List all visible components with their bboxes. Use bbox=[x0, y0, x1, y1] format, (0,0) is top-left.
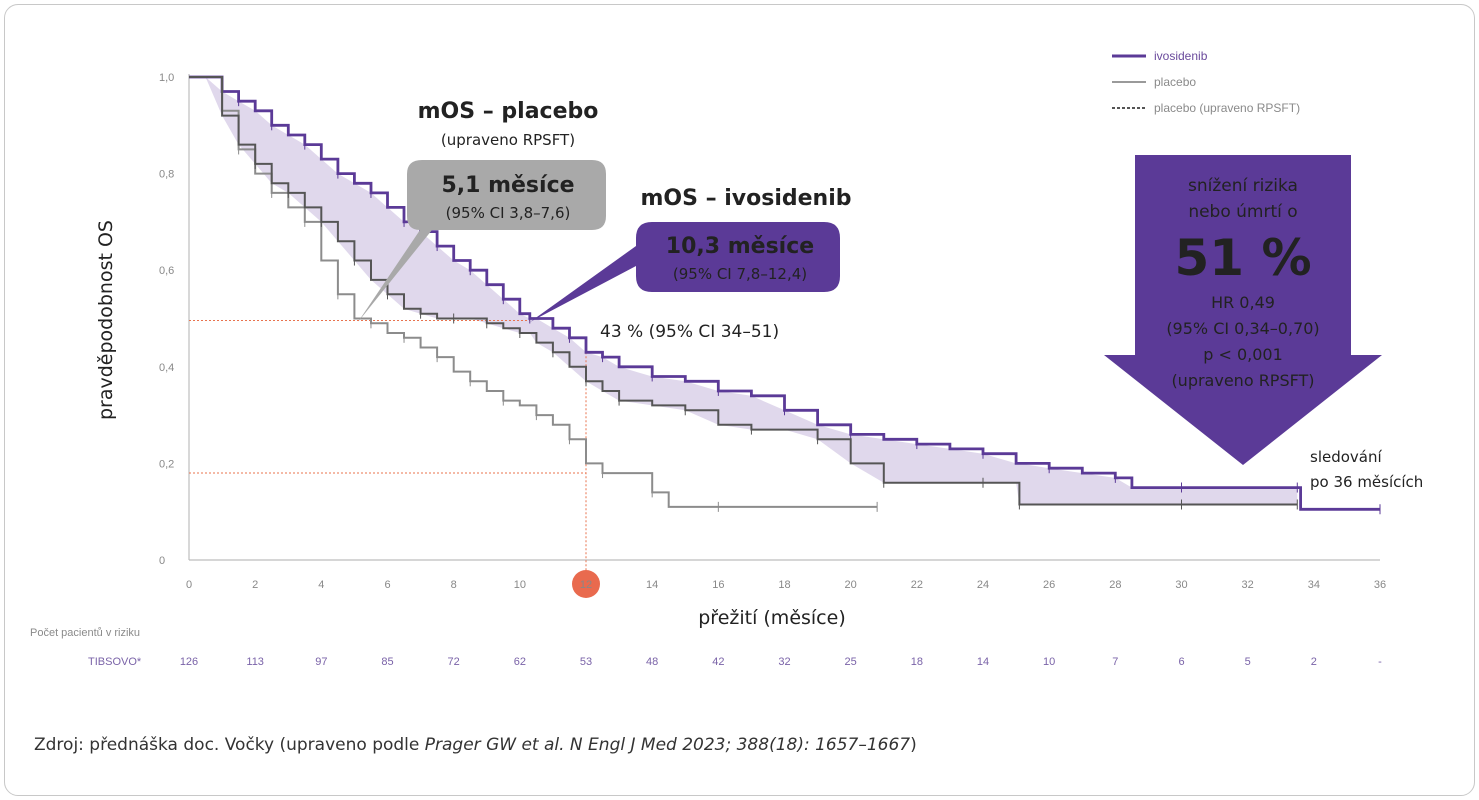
placebo-callout-title: mOS – placebo bbox=[418, 99, 599, 124]
x-tick-label: 16 bbox=[712, 579, 724, 591]
x-tick-label: 32 bbox=[1242, 579, 1254, 591]
footnote-citation: Prager GW et al. N Engl J Med 2023; 388(… bbox=[424, 735, 911, 755]
arrow-note: (upraveno RPSFT) bbox=[1171, 371, 1314, 390]
risk-table-row-label: TIBSOVO* bbox=[88, 656, 142, 668]
hazard-arrow bbox=[1104, 155, 1382, 465]
x-tick-label: 28 bbox=[1109, 579, 1121, 591]
x-tick-label: 4 bbox=[318, 579, 324, 591]
risk-table-value: 113 bbox=[246, 656, 264, 668]
risk-table-value: 85 bbox=[381, 656, 393, 668]
source-footnote: Zdroj: přednáška doc. Vočky (upraveno po… bbox=[34, 735, 917, 755]
ivosidenib-callout-box bbox=[530, 222, 840, 322]
x-tick-label: 12 bbox=[580, 579, 592, 591]
arrow-hr: HR 0,49 bbox=[1211, 293, 1275, 312]
arrow-p: p < 0,001 bbox=[1203, 345, 1283, 364]
x-axis-label: přežití (měsíce) bbox=[698, 607, 846, 629]
x-tick-label: 2 bbox=[252, 579, 258, 591]
legend-label: ivosidenib bbox=[1154, 49, 1208, 63]
placebo-callout-box bbox=[358, 160, 606, 322]
risk-table-value: 53 bbox=[580, 656, 592, 668]
legend-label: placebo (upraveno RPSFT) bbox=[1154, 101, 1300, 115]
risk-table-value: 2 bbox=[1311, 656, 1317, 668]
risk-table-value: 10 bbox=[1043, 656, 1055, 668]
placebo-median-ci: (95% CI 3,8–7,6) bbox=[446, 204, 571, 222]
risk-table-value: 72 bbox=[448, 656, 460, 668]
risk-table-value: 62 bbox=[514, 656, 526, 668]
risk-table-value: 7 bbox=[1112, 656, 1118, 668]
shaded-benefit-area bbox=[189, 77, 1298, 505]
arrow-text-line1: snížení rizika bbox=[1188, 176, 1298, 196]
legend-label: placebo bbox=[1154, 75, 1196, 89]
y-tick-label: 0 bbox=[159, 555, 165, 567]
x-tick-label: 24 bbox=[977, 579, 989, 591]
x-tick-label: 36 bbox=[1374, 579, 1386, 591]
x-tick-label: 22 bbox=[911, 579, 923, 591]
highlight-tick-circle bbox=[572, 570, 600, 598]
month12-rate-label: 43 % (95% CI 34–51) bbox=[600, 322, 779, 342]
risk-table-value: 6 bbox=[1178, 656, 1184, 668]
y-tick-label: 0,8 bbox=[159, 169, 174, 181]
risk-table-value: 14 bbox=[977, 656, 989, 668]
x-tick-label: 0 bbox=[186, 579, 192, 591]
risk-table-value: 18 bbox=[911, 656, 923, 668]
footnote-prefix: Zdroj: přednáška doc. Vočky (upraveno po… bbox=[34, 735, 425, 755]
y-tick-label: 0,4 bbox=[159, 362, 174, 374]
risk-table-value: 42 bbox=[712, 656, 724, 668]
risk-table-value: 97 bbox=[315, 656, 327, 668]
arrow-text-line2: nebo úmrtí o bbox=[1188, 202, 1297, 222]
x-tick-label: 6 bbox=[384, 579, 390, 591]
ivosidenib-median-value: 10,3 měsíce bbox=[666, 234, 814, 259]
risk-table-value: 5 bbox=[1245, 656, 1251, 668]
placebo-median-value: 5,1 měsíce bbox=[441, 173, 574, 198]
x-tick-label: 26 bbox=[1043, 579, 1055, 591]
placebo-callout-subtitle: (upraveno RPSFT) bbox=[441, 131, 575, 149]
followup-line2: po 36 měsících bbox=[1310, 473, 1423, 491]
risk-table-value: 126 bbox=[180, 656, 198, 668]
ivosidenib-median-ci: (95% CI 7,8–12,4) bbox=[673, 265, 807, 283]
x-tick-label: 10 bbox=[514, 579, 526, 591]
arrow-ci: (95% CI 0,34–0,70) bbox=[1166, 319, 1319, 338]
y-tick-label: 0,6 bbox=[159, 265, 174, 277]
risk-table-value: 32 bbox=[778, 656, 790, 668]
x-tick-label: 30 bbox=[1175, 579, 1187, 591]
risk-table-value: 25 bbox=[845, 656, 857, 668]
x-tick-label: 20 bbox=[845, 579, 857, 591]
x-tick-label: 34 bbox=[1308, 579, 1320, 591]
x-tick-label: 14 bbox=[646, 579, 658, 591]
x-tick-label: 18 bbox=[778, 579, 790, 591]
y-axis-label: pravděpodobnost OS bbox=[95, 220, 117, 420]
followup-line1: sledování bbox=[1310, 448, 1382, 466]
risk-table-heading: Počet pacientů v riziku bbox=[30, 627, 140, 639]
x-tick-label: 8 bbox=[451, 579, 457, 591]
y-tick-label: 1,0 bbox=[159, 72, 174, 84]
y-tick-label: 0,2 bbox=[159, 458, 174, 470]
arrow-big-percent: 51 % bbox=[1174, 229, 1311, 287]
ivosidenib-callout-title: mOS – ivosidenib bbox=[640, 186, 851, 211]
footnote-suffix: ) bbox=[910, 735, 917, 755]
risk-table-value: 48 bbox=[646, 656, 658, 668]
risk-table-value: - bbox=[1378, 656, 1382, 668]
